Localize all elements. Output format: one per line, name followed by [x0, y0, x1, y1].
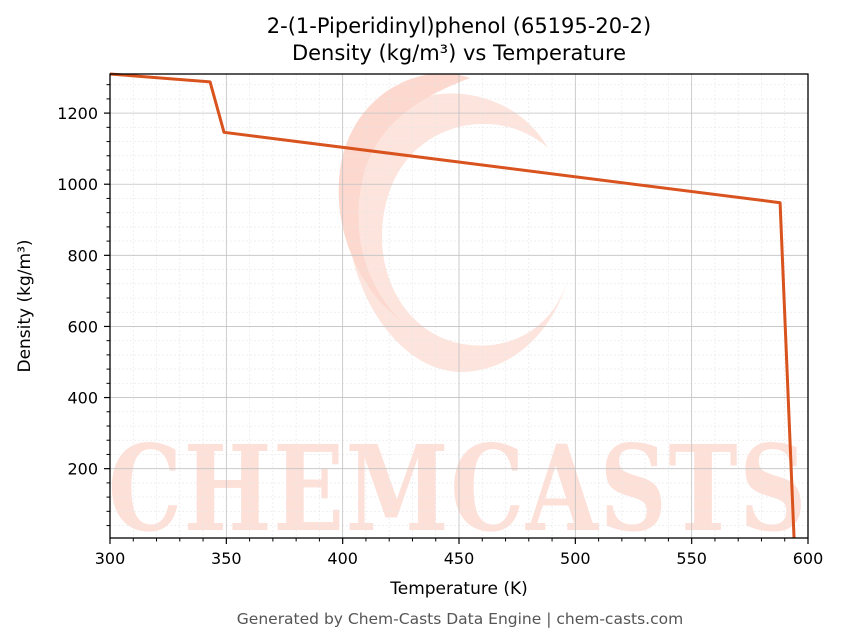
x-tick-label: 350 — [211, 549, 242, 568]
watermark-swirl-inner — [338, 73, 470, 320]
y-tick-label: 1000 — [57, 175, 98, 194]
y-axis-label: Density (kg/m³) — [15, 239, 35, 372]
density-series-line — [109, 72, 796, 539]
x-tick-label: 600 — [793, 549, 824, 568]
footer-credit: Generated by Chem-Casts Data Engine | ch… — [237, 610, 683, 628]
chart-title-line2: Density (kg/m³) vs Temperature — [292, 41, 626, 65]
y-tick-label: 400 — [67, 389, 98, 408]
y-axis-ticks: 200 400 600 800 1000 1200 — [57, 84, 110, 527]
x-tick-label: 500 — [560, 549, 591, 568]
x-axis-ticks: 300 350 400 450 500 550 600 — [95, 538, 824, 568]
x-tick-label: 400 — [327, 549, 358, 568]
watermark-text: CHEMCASTS — [108, 419, 808, 558]
watermark: CHEMCASTS — [108, 73, 808, 558]
y-tick-label: 600 — [67, 317, 98, 336]
major-grid — [109, 74, 809, 538]
y-tick-label: 1200 — [57, 104, 98, 123]
x-tick-label: 550 — [676, 549, 707, 568]
chart-title-line1: 2-(1-Piperidinyl)phenol (65195-20-2) — [267, 14, 651, 38]
y-tick-label: 800 — [67, 246, 98, 265]
x-axis-label: Temperature (K) — [389, 579, 528, 599]
x-tick-label: 300 — [95, 549, 126, 568]
watermark-logo-swirl — [338, 73, 570, 372]
watermark-swirl-outer — [347, 93, 570, 372]
series-layer — [109, 72, 796, 539]
x-tick-label: 450 — [444, 549, 475, 568]
y-tick-label: 200 — [67, 460, 98, 479]
